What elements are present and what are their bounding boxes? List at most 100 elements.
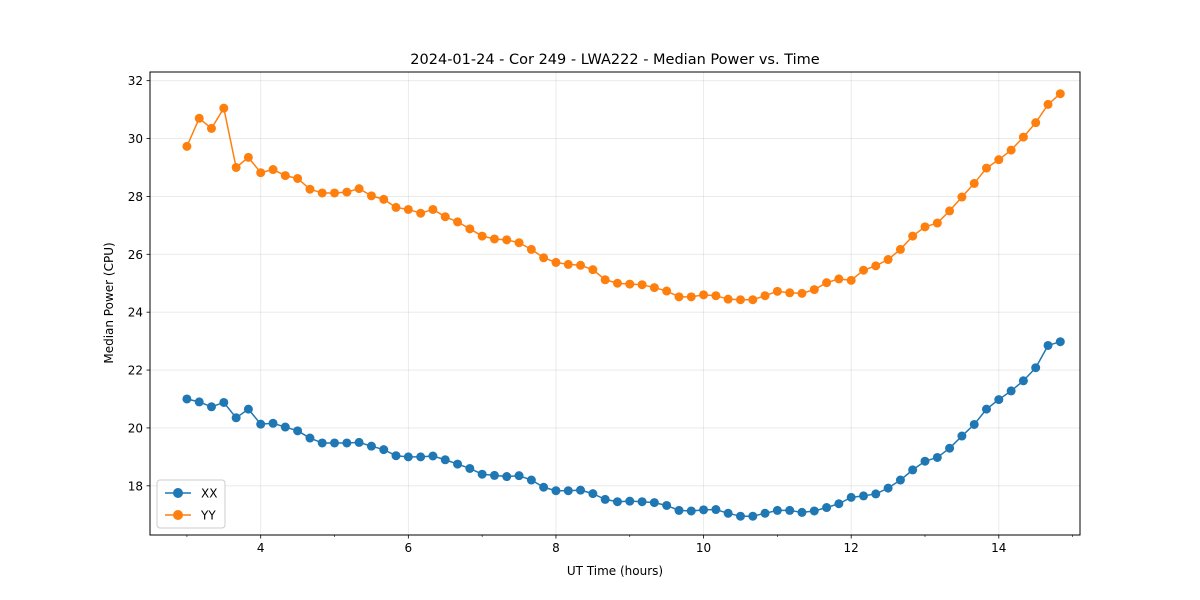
series-xx-point [920,456,930,466]
series-xx-point [576,485,586,495]
legend-yy-marker [173,510,183,520]
series-xx-point [428,451,438,461]
series-layer [182,89,1065,521]
series-yy-point [428,204,438,214]
series-yy-point [551,257,561,267]
series-yy-point [477,231,487,241]
series-xx-point [379,445,389,455]
series-xx-point [403,452,413,462]
series-xx-point [502,472,512,482]
series-xx-point [822,503,832,513]
series-yy [182,89,1065,305]
series-yy-point [920,222,930,232]
series-yy-point [330,188,340,198]
series-xx-point [834,499,844,509]
series-xx-point [453,459,463,469]
series-xx-point [1031,363,1041,373]
legend-xx-label: XX [201,487,217,501]
series-yy-point [649,283,659,293]
series-xx-point [305,433,315,443]
series-yy-point [908,231,918,241]
series-yy-point [354,184,364,194]
series-yy-point [625,279,635,289]
series-yy-point [1043,99,1053,109]
series-yy-point [514,238,524,248]
y-tick-label: 28 [128,190,143,204]
series-yy-point [969,178,979,188]
series-yy-point [932,218,942,228]
series-yy-point [662,286,672,296]
series-xx-point [686,506,696,516]
series-xx-point [514,471,524,481]
x-axis-label: UT Time (hours) [567,564,663,578]
series-xx-point [342,438,352,448]
series-yy-point [588,265,598,275]
y-axis: 18 20 22 24 26 28 30 32 [128,74,150,493]
series-xx-point [366,441,376,451]
series-xx-point [785,505,795,515]
series-xx-point [354,437,364,447]
series-yy-point [403,204,413,214]
series-xx-point [563,486,573,496]
series-yy-point [416,208,426,218]
series-xx-point [440,455,450,465]
series-xx-point [219,397,229,407]
series-yy-point [293,173,303,183]
series-xx [182,337,1065,521]
chart-title: 2024-01-24 - Cor 249 - LWA222 - Median P… [410,52,819,68]
series-xx-point [883,483,893,493]
series-yy-point [539,253,549,263]
series-yy-point [859,265,869,275]
series-yy-point [317,188,327,198]
series-xx-point [465,463,475,473]
series-yy-point [797,288,807,298]
series-xx-point [994,395,1004,405]
y-tick-label: 24 [128,306,143,320]
series-yy-point [735,295,745,305]
series-xx-point [797,507,807,517]
series-yy-point [268,165,278,175]
y-tick-label: 20 [128,421,143,435]
series-xx-point [268,418,278,428]
series-xx-point [293,426,303,436]
series-xx-point [699,505,709,515]
series-yy-point [637,280,647,290]
series-xx-point [674,505,684,515]
series-yy-point [563,259,573,269]
series-yy-point [366,191,376,201]
series-xx-point [391,451,401,461]
series-xx-point [981,404,991,414]
series-xx-point [256,419,266,429]
series-yy-point [809,285,819,295]
series-xx-point [711,505,721,515]
series-yy-point [957,192,967,202]
series-xx-point [945,443,955,453]
series-xx-point [416,452,426,462]
series-xx-point [895,475,905,485]
x-tick-label: 6 [405,541,413,555]
series-yy-point [895,244,905,254]
series-yy-point [280,171,290,181]
series-yy-point [772,286,782,296]
series-xx-point [330,438,340,448]
series-yy-point [883,255,893,265]
series-yy-point [206,123,216,133]
series-yy-point [674,292,684,302]
x-axis: 4 6 8 10 12 14 [186,535,1073,555]
series-xx-point [859,491,869,501]
x-tick-label: 4 [257,541,265,555]
series-yy-point [502,235,512,245]
x-tick-label: 10 [696,541,711,555]
series-yy-point [526,244,536,254]
series-yy-point [600,275,610,285]
y-axis-label: Median Power (CPU) [102,242,116,363]
series-yy-point [981,163,991,173]
series-xx-point [649,498,659,508]
series-xx-point [908,465,918,475]
series-yy-point [686,292,696,302]
series-xx-point [206,402,216,412]
series-yy-point [219,103,229,113]
series-xx-point [871,489,881,499]
series-yy-point [1006,145,1016,155]
series-yy-point [785,288,795,298]
